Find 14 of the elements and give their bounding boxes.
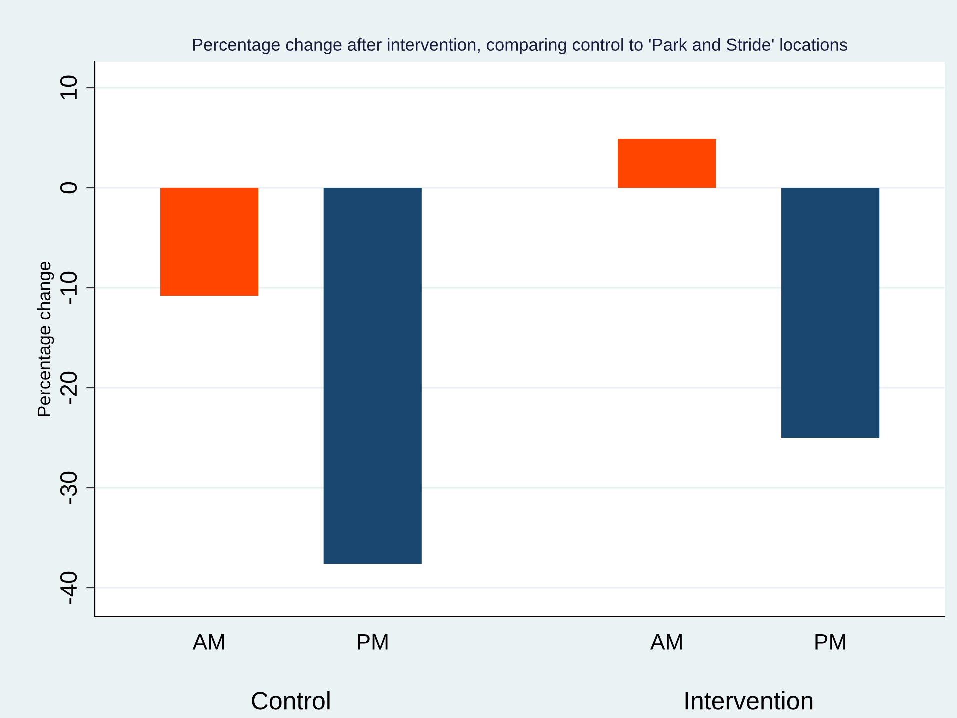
y-tick-label: -20 [60,372,78,404]
text: Intervention [686,691,813,710]
y-tick-label: 10 [60,76,78,100]
x-tick-label: PM [358,634,388,650]
y-tick-label: -30 [60,472,78,504]
text: Control [252,691,330,710]
x-tick-label: PM [816,634,846,650]
y-tick-label: -10 [60,272,78,304]
chart-title: Percentage change after intervention, comparing control to 'Park and Stride' locations [193,38,848,54]
x-tick-label: AM [650,634,682,650]
x-tick-label: AM [192,634,224,650]
y-tick-label: -40 [60,572,78,604]
y-axis-title: Percentage change [37,262,54,416]
y-tick-label: 0 [60,182,78,194]
